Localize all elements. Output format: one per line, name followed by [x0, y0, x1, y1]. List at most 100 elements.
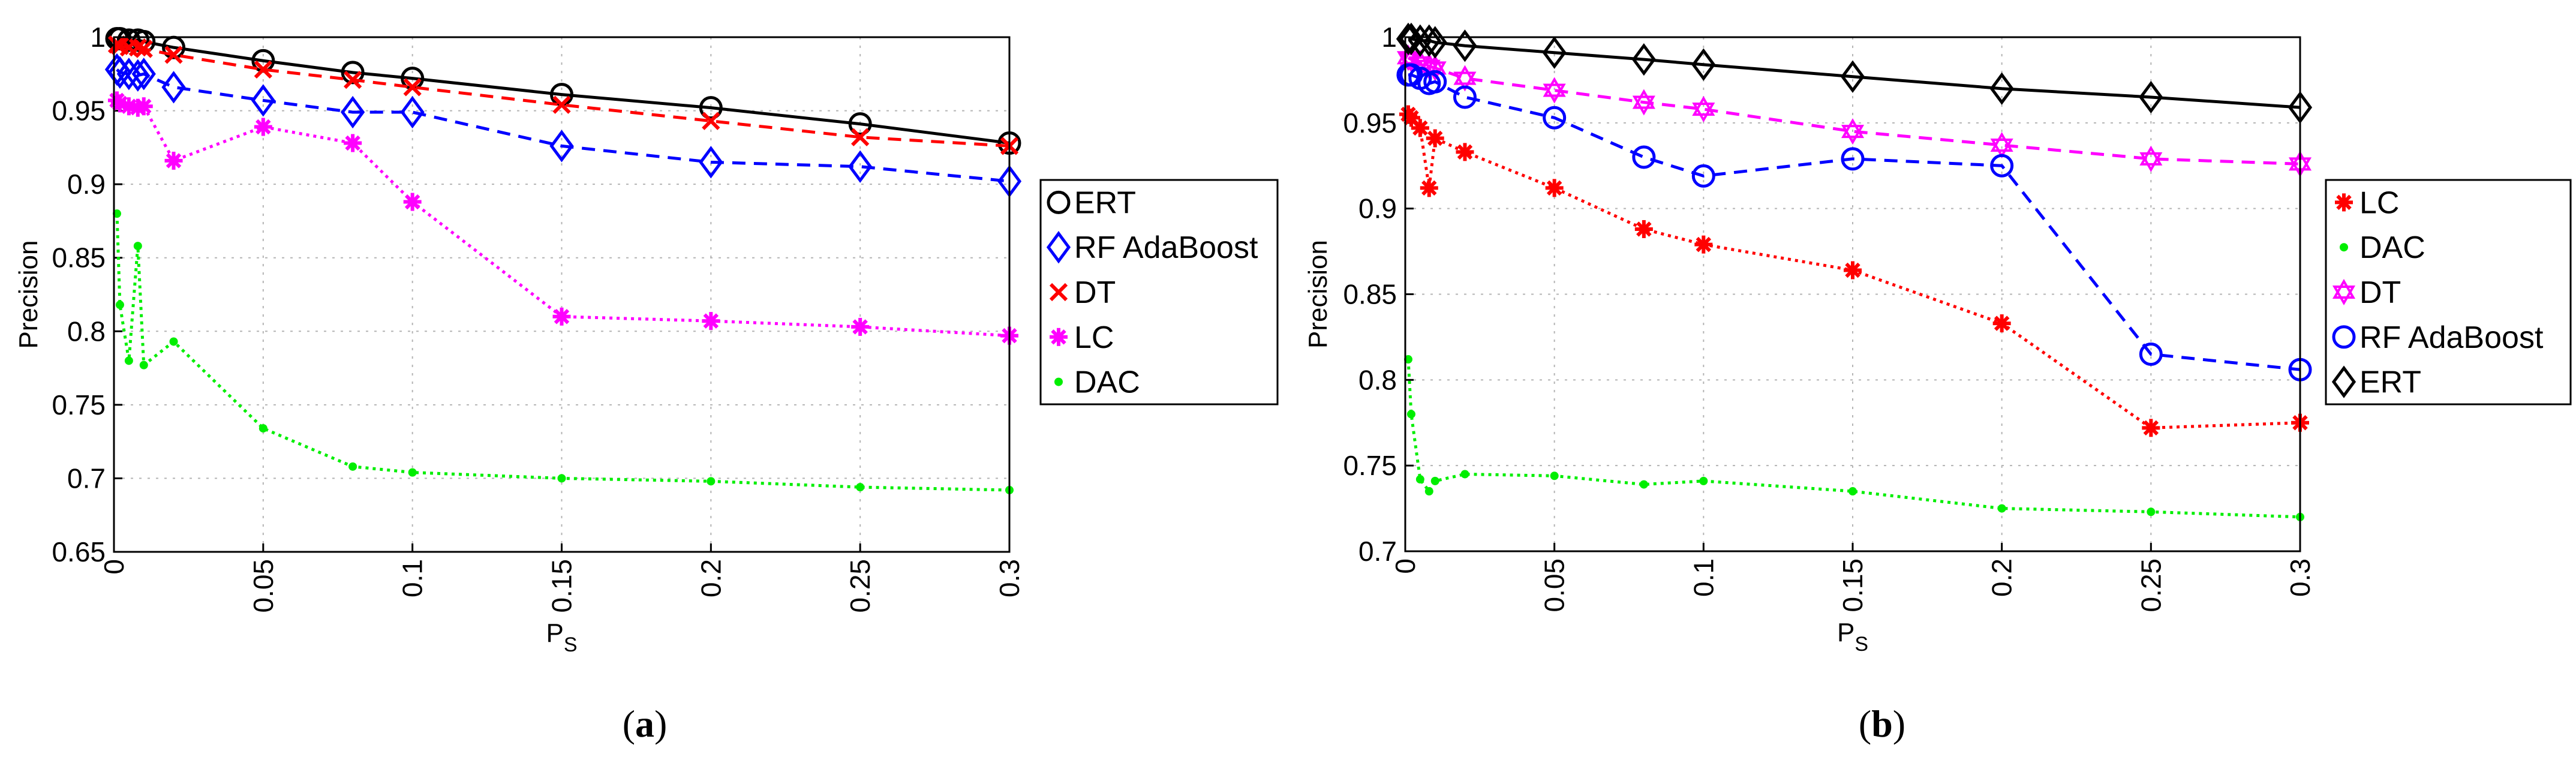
caption-b-letter: b: [1871, 702, 1893, 745]
chart-a-line-rf-adaboost: [116, 68, 1010, 183]
chart-b-ylabel: Precision: [1303, 240, 1333, 349]
chart-b-legend-label-lc: LC: [2359, 185, 2399, 220]
chart-a-point-dt-3: [128, 38, 147, 57]
chart-b-ytick-label-4: 0.9: [1358, 193, 1397, 224]
chart-a-series-lc: [107, 91, 1018, 345]
chart-b-legend-marker-rf-adaboost: [2332, 325, 2356, 349]
chart-a-point-dac-5: [169, 337, 178, 346]
chart-a-xtick-label-0: 0: [98, 559, 130, 575]
chart-b-point-dac-2: [1415, 475, 1424, 484]
chart-a-point-dt-9: [552, 95, 571, 114]
chart-a-point-rf-adaboost-7: [341, 95, 365, 129]
caption-a: (a): [623, 702, 668, 745]
chart-b-point-dac-4: [1430, 476, 1439, 485]
chart-b-point-rf-adaboost-5: [1453, 85, 1477, 109]
chart-a-xtick-label-3: 0.15: [546, 559, 578, 613]
chart-a-legend-marker-lc: [1050, 328, 1068, 346]
chart-a-point-lc-4: [134, 97, 153, 116]
chart-b-point-rf-adaboost-11: [2139, 342, 2163, 366]
chart-b-point-lc-9: [1844, 261, 1862, 280]
chart-b-legend-label-dt: DT: [2359, 275, 2401, 310]
chart-b-point-dt-10: [1990, 131, 2013, 158]
chart-b-ytick-label-5: 0.95: [1343, 107, 1397, 139]
chart-a-point-dt-7: [344, 70, 362, 89]
caption-b-close: ): [1893, 702, 1905, 745]
chart-a-legend-label-dt: DT: [1074, 275, 1116, 310]
chart-a-xlabel: PS: [546, 618, 577, 656]
chart-a-point-rf-adaboost-9: [549, 130, 574, 163]
chart-b-point-lc-5: [1456, 143, 1474, 161]
chart-a: 0 0.05 0.1 0.15 0.2 0.25 0.3 0.65 0.7 0.75 0.8 0.85…: [14, 22, 1279, 656]
chart-a-ytick-label-1: 0.7: [67, 462, 106, 494]
chart-b-point-dac-11: [2147, 507, 2156, 516]
chart-b-legend: LC DAC DT RF AdaBoost ERT: [2325, 179, 2572, 405]
chart-a-point-dt-11: [851, 128, 870, 146]
chart-a-ylabel: Precision: [14, 241, 43, 349]
chart-a-point-rf-adaboost-10: [699, 146, 723, 179]
chart-a-point-ert-10: [699, 96, 723, 120]
chart-b-point-dt-8: [1692, 95, 1715, 122]
chart-b-point-dac-1: [1406, 410, 1415, 419]
chart-a-point-dac-4: [139, 361, 148, 370]
chart-a-point-dt-5: [164, 46, 183, 64]
chart-a-point-ert-7: [341, 61, 365, 85]
chart-b-frame: [1404, 36, 2301, 552]
chart-b-point-rf-adaboost-9: [1841, 147, 1865, 171]
chart-b-point-dt-6: [1543, 77, 1566, 104]
chart-b-point-dt-7: [1632, 89, 1655, 116]
chart-a-legend-box: [1039, 179, 1279, 405]
chart-b-xtick-label-4: 0.2: [1986, 558, 2018, 597]
chart-b-xtick-label-5: 0.25: [2135, 558, 2166, 612]
chart-a-xtick-label-2: 0.1: [397, 559, 428, 597]
chart-b-point-ert-6: [1542, 36, 1567, 69]
chart-a-point-lc-11: [851, 317, 870, 336]
chart-b-legend-label-ert: ERT: [2359, 365, 2421, 400]
chart-a-point-rf-adaboost-11: [848, 150, 873, 183]
chart-a-xlabel-main: P: [546, 618, 563, 648]
chart-b-point-lc-8: [1694, 235, 1713, 254]
chart-a-point-ert-11: [848, 112, 872, 136]
chart-a-point-dt-6: [254, 60, 272, 79]
chart-a-legend: ERT RF AdaBoost DT LC DAC: [1039, 179, 1279, 405]
chart-a-point-ert-2: [117, 28, 141, 52]
chart-a-point-rf-adaboost-5: [161, 71, 186, 104]
chart-b-point-dac-10: [1997, 504, 2006, 513]
chart-b: 0 0.05 0.1 0.15 0.2 0.25 0.3 0.7 0.75 0.8 0.85 0.9 0…: [1303, 22, 2572, 656]
chart-a-point-lc-10: [702, 312, 720, 331]
chart-b-point-ert-5: [1453, 29, 1477, 62]
chart-b-xtick-label-1: 0.05: [1539, 558, 1570, 612]
chart-b-point-ert-11: [2139, 80, 2163, 114]
chart-a-point-dt-4: [134, 40, 153, 58]
chart-a-legend-label-dac: DAC: [1074, 365, 1140, 400]
chart-b-legend-marker-dac: [2340, 243, 2348, 252]
chart-b-legend-box: [2325, 179, 2572, 405]
chart-a-point-dac-10: [707, 477, 716, 486]
chart-a-legend-marker-dac: [1054, 377, 1063, 386]
chart-b-point-ert-9: [1840, 60, 1865, 93]
chart-b-point-dac-3: [1424, 487, 1433, 496]
chart-b-xtick-label-0: 0: [1390, 558, 1421, 574]
chart-a-series-ert: [105, 26, 1021, 155]
chart-b-xlabel-main: P: [1837, 618, 1854, 647]
chart-b-point-ert-2: [1408, 24, 1432, 57]
chart-a-ytick-label-7: 1: [90, 22, 106, 53]
chart-b-point-ert-8: [1691, 48, 1716, 81]
chart-a-xtick-label-4: 0.2: [695, 559, 726, 597]
chart-a-xtick-label-6: 0.3: [994, 559, 1025, 597]
chart-b-ytick-label-1: 0.75: [1343, 450, 1397, 481]
chart-a-point-lc-7: [344, 134, 362, 152]
chart-a-point-rf-adaboost-6: [251, 84, 275, 117]
chart-b-point-lc-7: [1634, 220, 1653, 238]
chart-a-point-dac-1: [115, 301, 124, 310]
chart-b-point-rf-adaboost-4: [1423, 70, 1447, 94]
chart-b-xlabel-sub: S: [1854, 633, 1868, 656]
chart-a-point-dac-7: [348, 462, 357, 471]
chart-b-point-dac-7: [1639, 480, 1648, 489]
chart-a-ytick-label-2: 0.75: [52, 389, 106, 420]
chart-b-legend-marker-lc: [2335, 193, 2353, 212]
chart-b-point-dac-8: [1699, 476, 1708, 485]
chart-b-xtick-label-6: 0.3: [2285, 558, 2316, 597]
chart-b-legend-marker-dt: [2332, 278, 2356, 306]
chart-b-point-ert-7: [1631, 43, 1656, 76]
